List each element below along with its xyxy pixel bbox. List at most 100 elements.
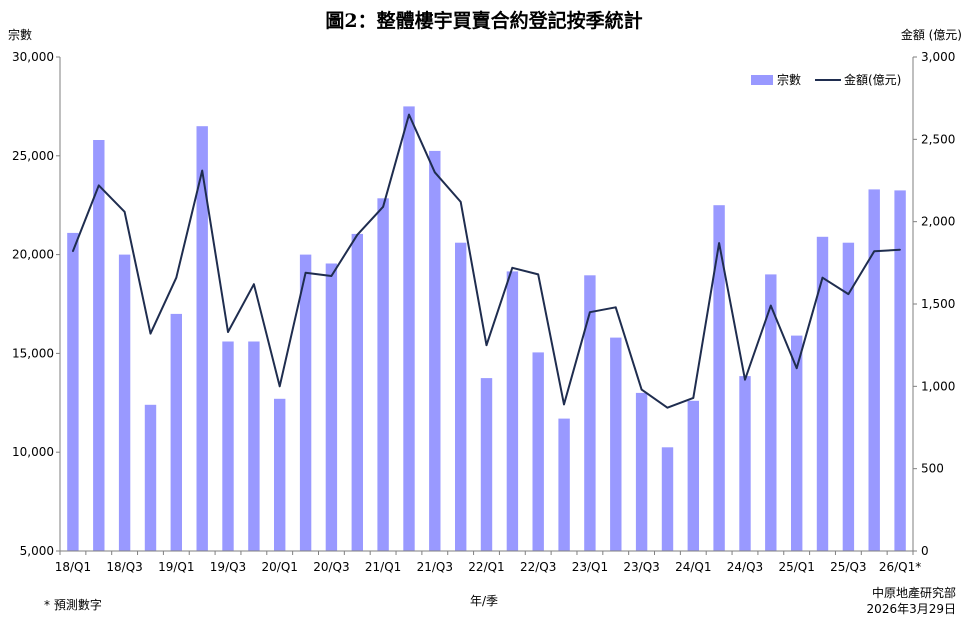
x-tick-label: 24/Q1 <box>675 560 711 574</box>
y-right-tick-label: 500 <box>921 462 944 476</box>
bar-25/Q4 <box>868 189 880 551</box>
line-point-18/Q3 <box>123 211 126 213</box>
line-point-22/Q4 <box>563 403 565 406</box>
bar-23/Q3 <box>635 392 648 551</box>
bar-19/Q1 <box>170 313 182 551</box>
forecast-footnote: * 預測數字 <box>44 598 102 612</box>
x-tick-label: 23/Q1 <box>572 560 608 574</box>
y-left-tick-label: 30,000 <box>12 50 54 64</box>
bar-20/Q2 <box>299 254 312 551</box>
line-point-25/Q3 <box>847 293 850 295</box>
y-left-tick-label: 15,000 <box>12 346 54 360</box>
y-left-tick-label: 10,000 <box>12 445 54 459</box>
bar-18/Q3 <box>118 254 131 551</box>
bar-24/Q4 <box>765 274 777 551</box>
bar-24/Q1 <box>687 400 699 551</box>
line-point-24/Q4 <box>770 304 772 307</box>
bar-18/Q4 <box>144 404 157 551</box>
bar-22/Q1 <box>480 378 493 551</box>
source-label: 中原地產研究部 <box>871 586 956 600</box>
y-right-tick-label: 1,500 <box>921 297 955 311</box>
bar-19/Q2 <box>196 126 208 551</box>
bar-26/Q1* <box>894 190 906 551</box>
bar-19/Q3 <box>222 341 234 551</box>
bar-18/Q1 <box>67 232 79 551</box>
line-point-23/Q3 <box>640 388 643 391</box>
bar-21/Q2 <box>403 106 415 552</box>
date-label: 2026年3月29日 <box>866 602 956 616</box>
line-point-19/Q2 <box>201 169 203 172</box>
bar-24/Q3 <box>739 376 751 551</box>
bar-22/Q3 <box>532 352 544 551</box>
line-point-22/Q3 <box>537 273 539 276</box>
x-tick-label: 18/Q1 <box>55 560 91 574</box>
x-tick-label: 25/Q3 <box>830 560 866 574</box>
line-point-22/Q1 <box>485 344 488 347</box>
line-point-21/Q3 <box>434 171 436 174</box>
bar-20/Q3 <box>325 263 338 551</box>
line-point-24/Q2 <box>718 242 720 244</box>
line-point-18/Q2 <box>98 184 100 187</box>
x-tick-label: 22/Q3 <box>520 560 556 574</box>
line-point-26/Q1* <box>899 248 901 251</box>
bar-20/Q1 <box>274 398 286 551</box>
bar-21/Q3 <box>429 150 441 551</box>
x-tick-label: 19/Q3 <box>210 560 246 574</box>
x-tick-label: 20/Q3 <box>313 560 349 574</box>
line-point-23/Q1 <box>589 311 591 314</box>
line-point-23/Q2 <box>614 306 617 309</box>
x-tick-label: 22/Q1 <box>468 560 504 574</box>
bar-21/Q1 <box>377 198 389 552</box>
y-left-tick-label: 25,000 <box>12 149 54 163</box>
y-right-tick-label: 3,000 <box>921 50 955 64</box>
y-left-tick-label: 20,000 <box>12 248 54 262</box>
bar-25/Q1 <box>791 335 803 551</box>
chart-title: 圖2：整體樓宇買賣合約登記按季統計 <box>325 10 643 32</box>
line-point-18/Q1 <box>72 250 74 253</box>
y-left-tick-label: 5,000 <box>20 544 54 558</box>
y-axis-left-label: 宗數 <box>8 28 33 42</box>
y-right-tick-label: 2,500 <box>921 132 955 146</box>
line-point-21/Q4 <box>459 201 462 203</box>
line-point-20/Q3 <box>330 275 333 277</box>
x-tick-label: 26/Q1* <box>879 560 921 574</box>
legend-label-line: 金額(億元) <box>844 72 901 87</box>
x-axis-label: 年/季 <box>469 594 499 608</box>
legend-swatch-bar <box>751 75 773 85</box>
x-tick-label: 19/Q1 <box>158 560 194 574</box>
line-point-24/Q1 <box>692 397 695 399</box>
y-right-tick-label: 0 <box>921 544 929 558</box>
x-tick-label: 21/Q1 <box>365 560 401 574</box>
legend-label-bar: 宗數 <box>777 72 801 87</box>
line-point-25/Q4 <box>873 250 875 253</box>
x-tick-label: 18/Q3 <box>106 560 142 574</box>
line-point-25/Q2 <box>821 276 824 279</box>
bar-25/Q2 <box>816 236 829 552</box>
bar-23/Q1 <box>584 275 596 551</box>
line-point-19/Q3 <box>227 331 229 333</box>
bar-18/Q2 <box>93 140 105 551</box>
x-tick-label: 20/Q1 <box>262 560 298 574</box>
line-point-22/Q2 <box>511 267 514 269</box>
bar-19/Q4 <box>248 341 260 551</box>
bar-20/Q4 <box>351 233 363 551</box>
x-tick-label: 23/Q3 <box>623 560 659 574</box>
bar-21/Q4 <box>455 242 467 551</box>
bar-25/Q3 <box>842 242 855 551</box>
bar-23/Q4 <box>661 447 674 551</box>
bar-22/Q4 <box>558 418 570 551</box>
line-point-19/Q4 <box>253 283 255 286</box>
bar-24/Q2 <box>713 205 725 551</box>
line-point-18/Q4 <box>149 332 152 335</box>
line-point-21/Q2 <box>408 113 410 116</box>
line-point-24/Q3 <box>744 378 746 381</box>
line-point-19/Q1 <box>175 276 178 279</box>
line-point-20/Q1 <box>278 385 281 388</box>
y-axis-right-label: 金額 (億元) <box>900 28 962 42</box>
line-point-21/Q1 <box>382 206 384 208</box>
bar-23/Q2 <box>610 337 622 551</box>
line-point-20/Q2 <box>304 271 307 274</box>
line-point-25/Q1 <box>795 367 798 370</box>
x-tick-label: 21/Q3 <box>417 560 453 574</box>
